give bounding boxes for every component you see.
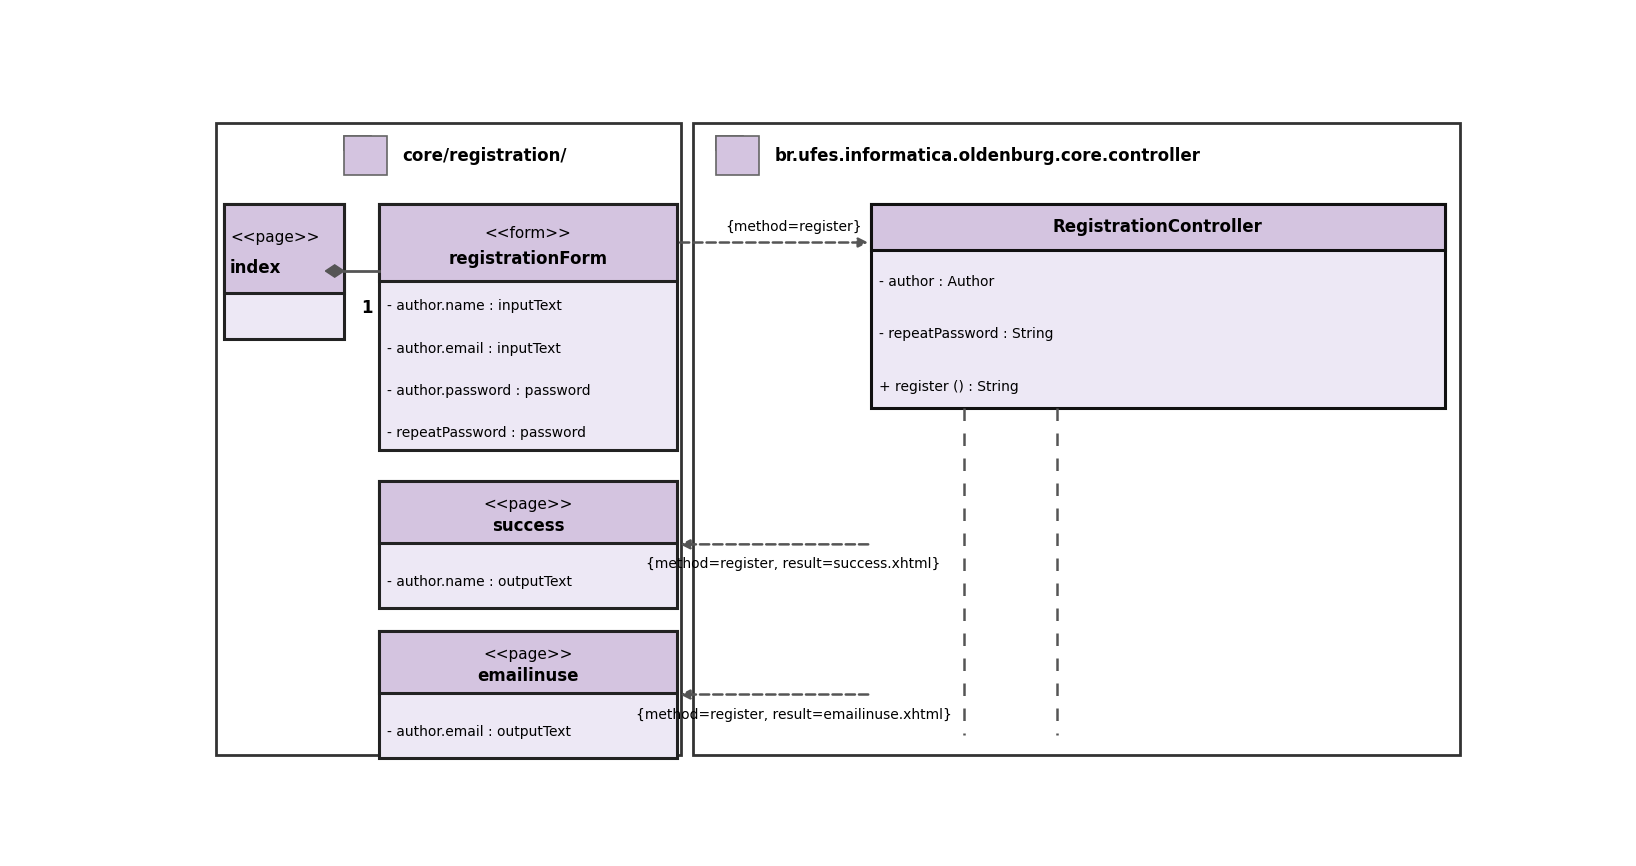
Bar [717,136,743,150]
Text: - author.email : inputText: - author.email : inputText [386,342,561,356]
Text: - repeatPassword : String: - repeatPassword : String [879,327,1054,341]
Text: - author.email : outputText: - author.email : outputText [386,725,571,740]
Bar [380,204,677,450]
Text: index: index [231,259,281,277]
Bar [380,481,677,608]
Text: {method=register, result=emailinuse.xhtml}: {method=register, result=emailinuse.xhtm… [635,708,952,721]
Bar [692,123,1459,754]
Bar [717,136,759,175]
Text: - author.name : inputText: - author.name : inputText [386,300,561,313]
Text: - repeatPassword : password: - repeatPassword : password [386,426,586,441]
Bar [380,204,677,281]
Text: RegistrationController: RegistrationController [1054,218,1263,236]
Text: <<form>>: <<form>> [484,226,571,241]
Text: 1: 1 [362,299,373,317]
Bar [380,481,677,543]
Text: emailinuse: emailinuse [478,667,579,685]
Bar [344,136,386,175]
Text: {method=register}: {method=register} [725,220,862,234]
Text: core/registration/: core/registration/ [402,146,566,165]
Text: br.ufes.informatica.oldenburg.core.controller: br.ufes.informatica.oldenburg.core.contr… [774,146,1201,165]
Bar [216,123,681,754]
Text: <<page>>: <<page>> [483,647,573,662]
Text: <<page>>: <<page>> [483,497,573,512]
Text: - author.name : outputText: - author.name : outputText [386,575,571,589]
Bar [380,631,677,759]
Bar [870,204,1445,408]
Text: + register () : String: + register () : String [879,380,1019,394]
Bar [870,204,1445,250]
Text: - author : Author: - author : Author [879,275,995,288]
Text: registrationForm: registrationForm [448,250,607,268]
Bar [344,136,371,150]
Text: <<page>>: <<page>> [231,230,319,245]
Bar [224,204,344,293]
Text: - author.password : password: - author.password : password [386,385,591,398]
Text: {method=register, result=success.xhtml}: {method=register, result=success.xhtml} [646,558,941,572]
Polygon shape [326,265,344,277]
Text: success: success [492,517,564,534]
Bar [380,631,677,693]
Bar [224,204,344,339]
